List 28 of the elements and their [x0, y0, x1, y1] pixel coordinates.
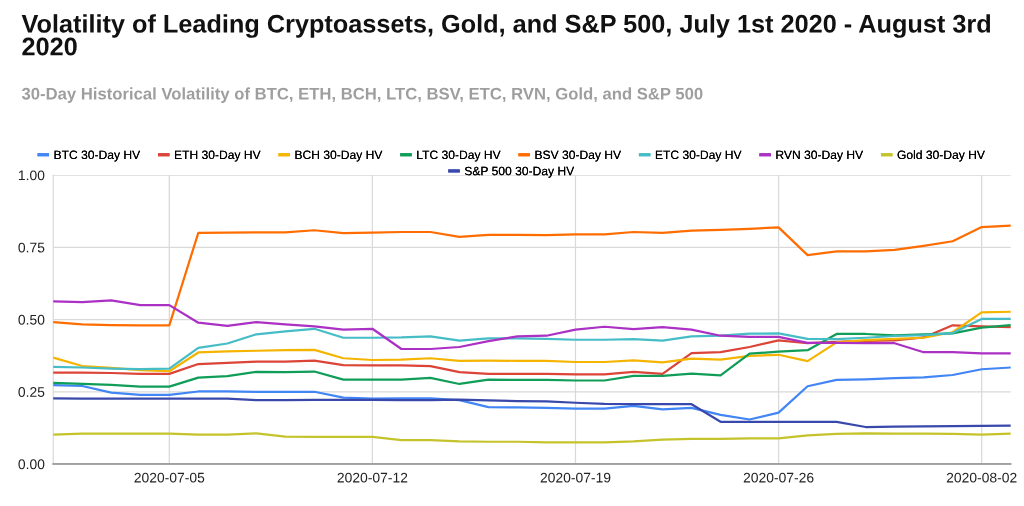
- chart-title: Volatility of Leading Cryptoassets, Gold, and S&P 500, July 1st 2020 - August 3rd 2020: [21, 14, 991, 56]
- y-tick-label: 0.25: [18, 387, 45, 397]
- legend-label: BCH 30-Day HV: [295, 150, 383, 162]
- line-series: [53, 397, 1011, 429]
- legend-label: RVN 30-Day HV: [776, 150, 864, 162]
- legend-label: BTC 30-Day HV: [54, 150, 141, 162]
- line-series: [53, 432, 1011, 444]
- legend-label: LTC 30-Day HV: [417, 150, 501, 162]
- chart-subtitle: 30-Day Historical Volatility of BTC, ETH, BCH, LTC, BSV, ETC, RVN, Gold, and S&P 500: [21, 87, 703, 103]
- y-tick-label: 0.75: [18, 242, 45, 253]
- line-series: [53, 323, 1011, 388]
- legend-label: S&P 500 30-Day HV: [464, 166, 575, 178]
- y-tick-label: 0.50: [18, 314, 45, 325]
- x-tick-label: 2020-07-26: [743, 472, 814, 483]
- x-tick-label: 2020-07-05: [134, 472, 205, 483]
- line-series: [53, 224, 1011, 327]
- y-tick-label: 1.00: [18, 170, 45, 181]
- legend-label: ETH 30-Day HV: [175, 150, 261, 162]
- line-series: [53, 366, 1011, 421]
- legend-label: BSV 30-Day HV: [535, 150, 622, 162]
- line-series: [53, 324, 1011, 376]
- x-tick-label: 2020-07-12: [337, 472, 408, 483]
- y-tick-label: 0.00: [18, 459, 45, 470]
- legend-label: Gold 30-Day HV: [897, 150, 985, 162]
- x-tick-label: 2020-08-02: [946, 472, 1017, 483]
- line-series: [53, 299, 1011, 355]
- x-tick-label: 2020-07-19: [540, 472, 611, 483]
- legend-label: ETC 30-Day HV: [655, 150, 742, 162]
